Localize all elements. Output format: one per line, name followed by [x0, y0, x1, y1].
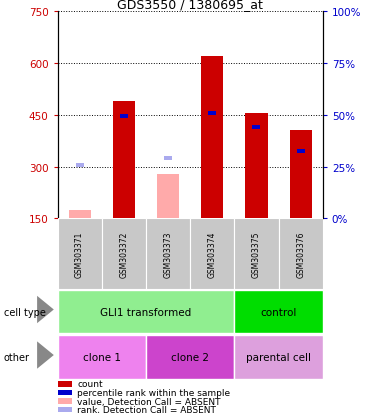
Text: value, Detection Call = ABSENT: value, Detection Call = ABSENT: [78, 396, 221, 406]
Bar: [201, 57, 223, 219]
Bar: [102, 219, 146, 289]
Bar: [146, 335, 234, 379]
Text: other: other: [4, 352, 30, 362]
Bar: [69, 210, 91, 219]
Bar: [76, 164, 83, 168]
Text: control: control: [260, 307, 297, 317]
Text: parental cell: parental cell: [246, 352, 311, 362]
Text: GSM303376: GSM303376: [296, 231, 305, 277]
Bar: [113, 102, 135, 219]
Bar: [279, 219, 323, 289]
Bar: [157, 174, 179, 219]
Text: GLI1 transformed: GLI1 transformed: [100, 307, 191, 317]
Bar: [234, 290, 323, 334]
Text: rank, Detection Call = ABSENT: rank, Detection Call = ABSENT: [78, 405, 216, 413]
Title: GDS3550 / 1380695_at: GDS3550 / 1380695_at: [117, 0, 263, 11]
Text: cell type: cell type: [4, 307, 46, 317]
Text: GSM303371: GSM303371: [75, 231, 84, 277]
Text: percentile rank within the sample: percentile rank within the sample: [78, 388, 230, 397]
Bar: [120, 115, 128, 119]
Bar: [253, 126, 260, 130]
Polygon shape: [37, 296, 54, 323]
Bar: [58, 390, 72, 395]
Bar: [234, 219, 279, 289]
Text: GSM303372: GSM303372: [119, 231, 128, 277]
Text: GSM303375: GSM303375: [252, 231, 261, 277]
Bar: [245, 114, 267, 219]
Bar: [58, 335, 146, 379]
Text: clone 1: clone 1: [83, 352, 121, 362]
Text: GSM303374: GSM303374: [208, 231, 217, 277]
Bar: [58, 219, 102, 289]
Polygon shape: [37, 342, 54, 369]
Bar: [290, 131, 312, 219]
Bar: [164, 157, 172, 161]
Bar: [58, 381, 72, 387]
Bar: [208, 112, 216, 116]
Text: clone 2: clone 2: [171, 352, 209, 362]
Bar: [146, 219, 190, 289]
Bar: [58, 399, 72, 404]
Bar: [190, 219, 234, 289]
Text: count: count: [78, 380, 103, 388]
Bar: [297, 150, 305, 154]
Bar: [234, 335, 323, 379]
Text: GSM303373: GSM303373: [164, 231, 173, 277]
Bar: [58, 290, 234, 334]
Bar: [58, 407, 72, 412]
